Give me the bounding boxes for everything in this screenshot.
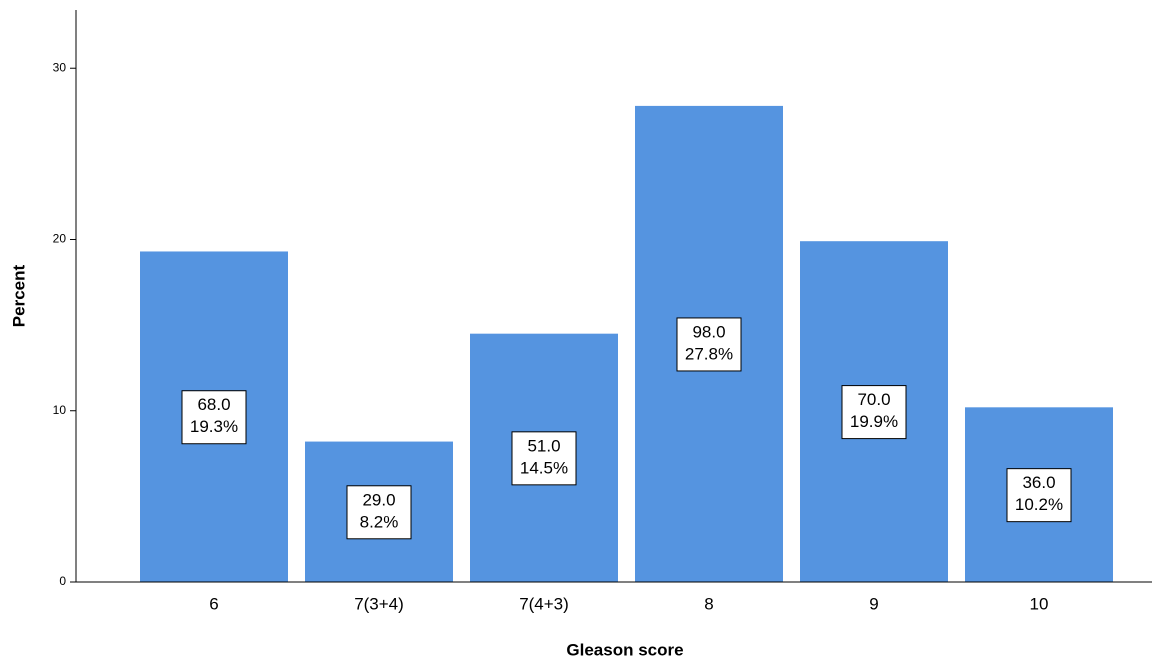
count-label: 29.0 — [362, 490, 395, 509]
y-tick-label: 30 — [53, 60, 67, 74]
value-label: 19.9% — [850, 412, 898, 431]
y-tick-label: 0 — [59, 574, 66, 588]
value-label: 14.5% — [520, 458, 568, 477]
label-box — [346, 485, 412, 540]
label-box — [841, 385, 907, 440]
label-box — [511, 431, 577, 486]
x-tick-label: 9 — [869, 594, 878, 613]
count-label: 36.0 — [1022, 473, 1055, 492]
value-label: 8.2% — [360, 512, 399, 531]
label-box — [181, 390, 247, 445]
count-label: 70.0 — [857, 390, 890, 409]
value-label: 19.3% — [190, 417, 238, 436]
count-label: 98.0 — [692, 322, 725, 341]
y-axis-title: Percent — [9, 264, 28, 327]
count-label: 51.0 — [527, 436, 560, 455]
count-label: 68.0 — [197, 395, 230, 414]
x-axis-title: Gleason score — [566, 640, 683, 659]
label-box — [1006, 468, 1072, 523]
x-tick-label: 8 — [704, 594, 713, 613]
y-tick-label: 10 — [53, 403, 67, 417]
label-box — [676, 317, 742, 372]
x-tick-label: 10 — [1030, 594, 1049, 613]
y-tick-label: 20 — [53, 232, 67, 246]
value-label: 27.8% — [685, 344, 733, 363]
x-tick-label: 6 — [209, 594, 218, 613]
value-label: 10.2% — [1015, 495, 1063, 514]
x-tick-label: 7(3+4) — [354, 594, 404, 613]
x-tick-label: 7(4+3) — [519, 594, 569, 613]
